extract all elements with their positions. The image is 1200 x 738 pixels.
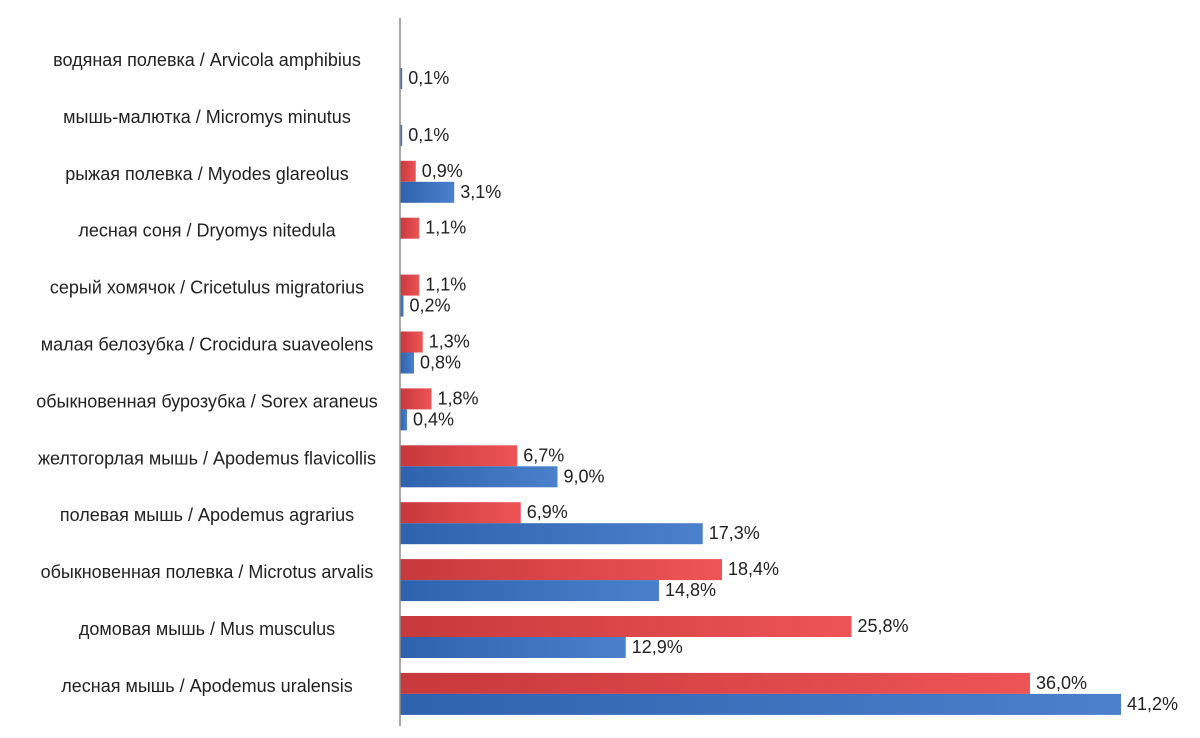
value-label: 25,8% xyxy=(858,616,909,636)
bar-red xyxy=(400,331,423,353)
bar-blue xyxy=(400,466,558,488)
bar-red xyxy=(400,445,518,467)
bar-blue xyxy=(400,68,403,89)
value-label: 6,9% xyxy=(527,502,568,522)
value-label: 1,8% xyxy=(438,388,479,408)
bar-red xyxy=(400,160,416,182)
bar-red xyxy=(400,217,420,239)
value-label: 0,1% xyxy=(408,125,449,145)
bar-red xyxy=(400,672,1030,694)
value-label: 41,2% xyxy=(1127,694,1178,714)
bar-blue xyxy=(400,523,703,545)
category-labels: водяная полевка / Arvicola amphibius мышь… xyxy=(36,50,378,696)
bar-blue xyxy=(400,124,403,146)
value-label: 6,7% xyxy=(523,445,564,465)
category-label: лесная соня / Dryomys nitedula xyxy=(78,221,336,241)
value-label: 0,4% xyxy=(413,409,454,429)
value-label: 3,1% xyxy=(460,182,501,202)
value-label: 0,9% xyxy=(422,161,463,181)
category-label: мышь-малютка / Micromys minutus xyxy=(63,107,351,127)
bar-red xyxy=(400,388,432,410)
bar-red xyxy=(400,274,420,296)
category-label: желтогорлая мышь / Apodemus flavicollis xyxy=(38,448,376,468)
value-label: 17,3% xyxy=(709,523,760,543)
value-label: 14,8% xyxy=(665,580,716,600)
bar-blue xyxy=(400,409,407,431)
bar-blue xyxy=(400,352,414,374)
category-label: полевая мышь / Apodemus agrarius xyxy=(60,505,354,525)
value-label: 1,3% xyxy=(429,332,470,352)
bar-blue xyxy=(400,693,1121,715)
category-label: лесная мышь / Apodemus uralensis xyxy=(61,676,352,696)
bar-red xyxy=(400,616,852,637)
value-label: 1,1% xyxy=(425,275,466,295)
bar-red xyxy=(400,502,521,524)
category-label: домовая мышь / Mus musculus xyxy=(79,619,335,639)
category-label: малая белозубка / Crocidura suaveolens xyxy=(41,335,374,355)
value-label: 9,0% xyxy=(564,466,605,486)
category-label: водяная полевка / Arvicola amphibius xyxy=(53,50,361,70)
category-label: рыжая полевка / Myodes glareolus xyxy=(65,164,349,184)
value-label: 1,1% xyxy=(425,218,466,238)
bar-blue xyxy=(400,580,659,602)
bars xyxy=(400,68,1121,715)
category-label: серый хомячок / Cricetulus migratorius xyxy=(50,278,364,298)
value-label: 12,9% xyxy=(632,637,683,657)
category-label: обыкновенная бурозубка / Sorex araneus xyxy=(36,391,378,411)
bar-blue xyxy=(400,181,455,203)
bar-blue xyxy=(400,295,404,317)
value-labels: 0,1%0,1%0,9%3,1%1,1%1,1%0,2%1,3%0,8%1,8%… xyxy=(408,68,1178,714)
value-label: 0,2% xyxy=(410,296,451,316)
bar-red xyxy=(400,559,722,581)
value-label: 0,8% xyxy=(420,353,461,373)
value-label: 0,1% xyxy=(408,68,449,88)
value-label: 36,0% xyxy=(1036,673,1087,693)
bar-blue xyxy=(400,637,626,658)
value-label: 18,4% xyxy=(728,559,779,579)
category-label: обыкновенная полевка / Microtus arvalis xyxy=(41,562,374,582)
